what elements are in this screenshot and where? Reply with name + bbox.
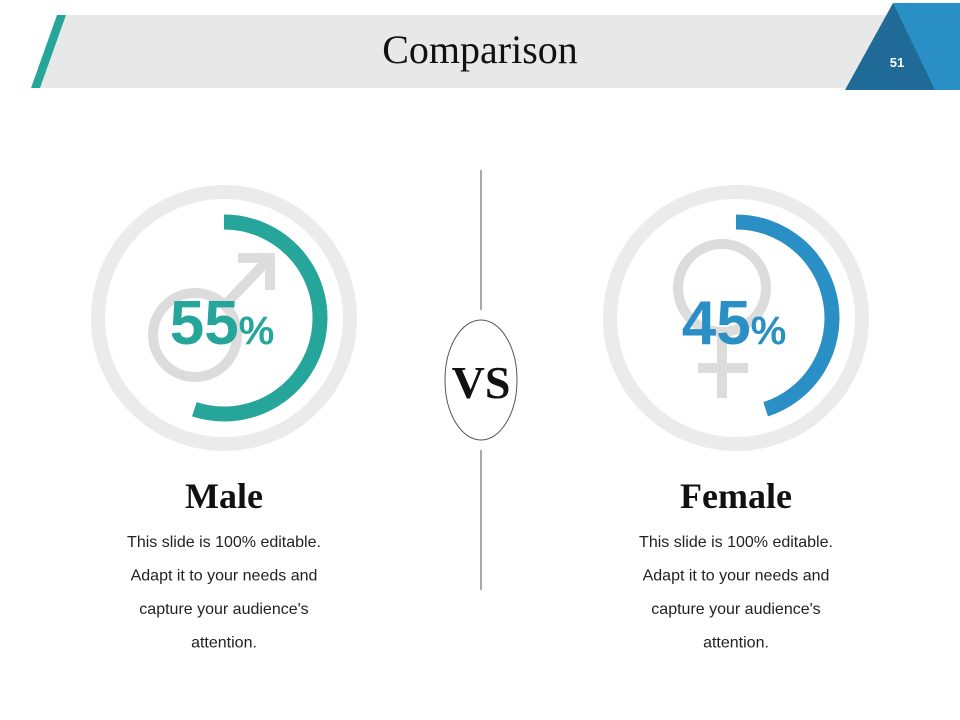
description-line: This slide is 100% editable. bbox=[639, 534, 833, 551]
description-line: attention. bbox=[703, 635, 769, 652]
description-line: This slide is 100% editable. bbox=[127, 534, 321, 551]
description-line: attention. bbox=[191, 635, 257, 652]
header-stripe bbox=[31, 15, 66, 88]
percent-unit: % bbox=[239, 309, 275, 353]
percent-label: 45% bbox=[682, 289, 787, 358]
vs-label: VS bbox=[452, 357, 511, 408]
description-line: Adapt it to your needs and bbox=[643, 568, 830, 585]
female-icon bbox=[673, 239, 771, 398]
percent-value: 45 bbox=[682, 289, 751, 358]
corner-shape bbox=[893, 3, 960, 90]
percent-value: 55 bbox=[170, 289, 239, 358]
header-bar bbox=[40, 15, 905, 88]
male-icon bbox=[148, 253, 275, 382]
percent-label: 55% bbox=[170, 289, 275, 358]
gauge-arc bbox=[192, 214, 328, 422]
description-line: capture your audience's bbox=[139, 601, 308, 618]
panel-label: Male bbox=[185, 476, 263, 516]
description-line: Adapt it to your needs and bbox=[131, 568, 318, 585]
percent-unit: % bbox=[751, 309, 787, 353]
gauge-track bbox=[91, 185, 357, 451]
description-line: capture your audience's bbox=[651, 601, 820, 618]
gauge-arc bbox=[735, 214, 840, 417]
title: Comparison bbox=[382, 27, 578, 72]
panel-label: Female bbox=[680, 476, 792, 516]
page-number: 51 bbox=[890, 55, 904, 70]
vs-badge bbox=[444, 319, 518, 441]
gauge-track bbox=[603, 185, 869, 451]
